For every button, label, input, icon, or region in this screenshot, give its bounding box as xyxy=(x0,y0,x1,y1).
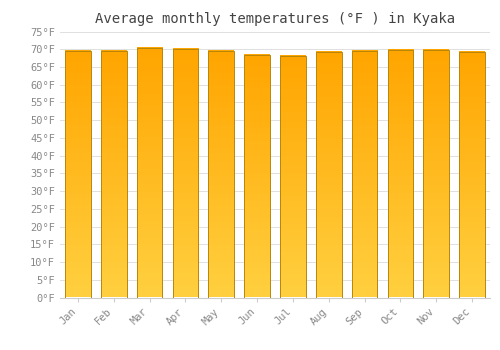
Bar xyxy=(388,50,413,298)
Bar xyxy=(244,55,270,298)
Bar xyxy=(424,50,449,298)
Bar xyxy=(136,48,162,298)
Bar xyxy=(172,49,199,298)
Bar xyxy=(208,51,234,298)
Bar xyxy=(101,51,126,298)
Bar xyxy=(459,52,485,298)
Bar xyxy=(316,52,342,298)
Bar xyxy=(280,56,306,298)
Bar xyxy=(352,51,378,298)
Title: Average monthly temperatures (°F ) in Kyaka: Average monthly temperatures (°F ) in Ky… xyxy=(95,12,455,26)
Bar xyxy=(65,51,91,298)
